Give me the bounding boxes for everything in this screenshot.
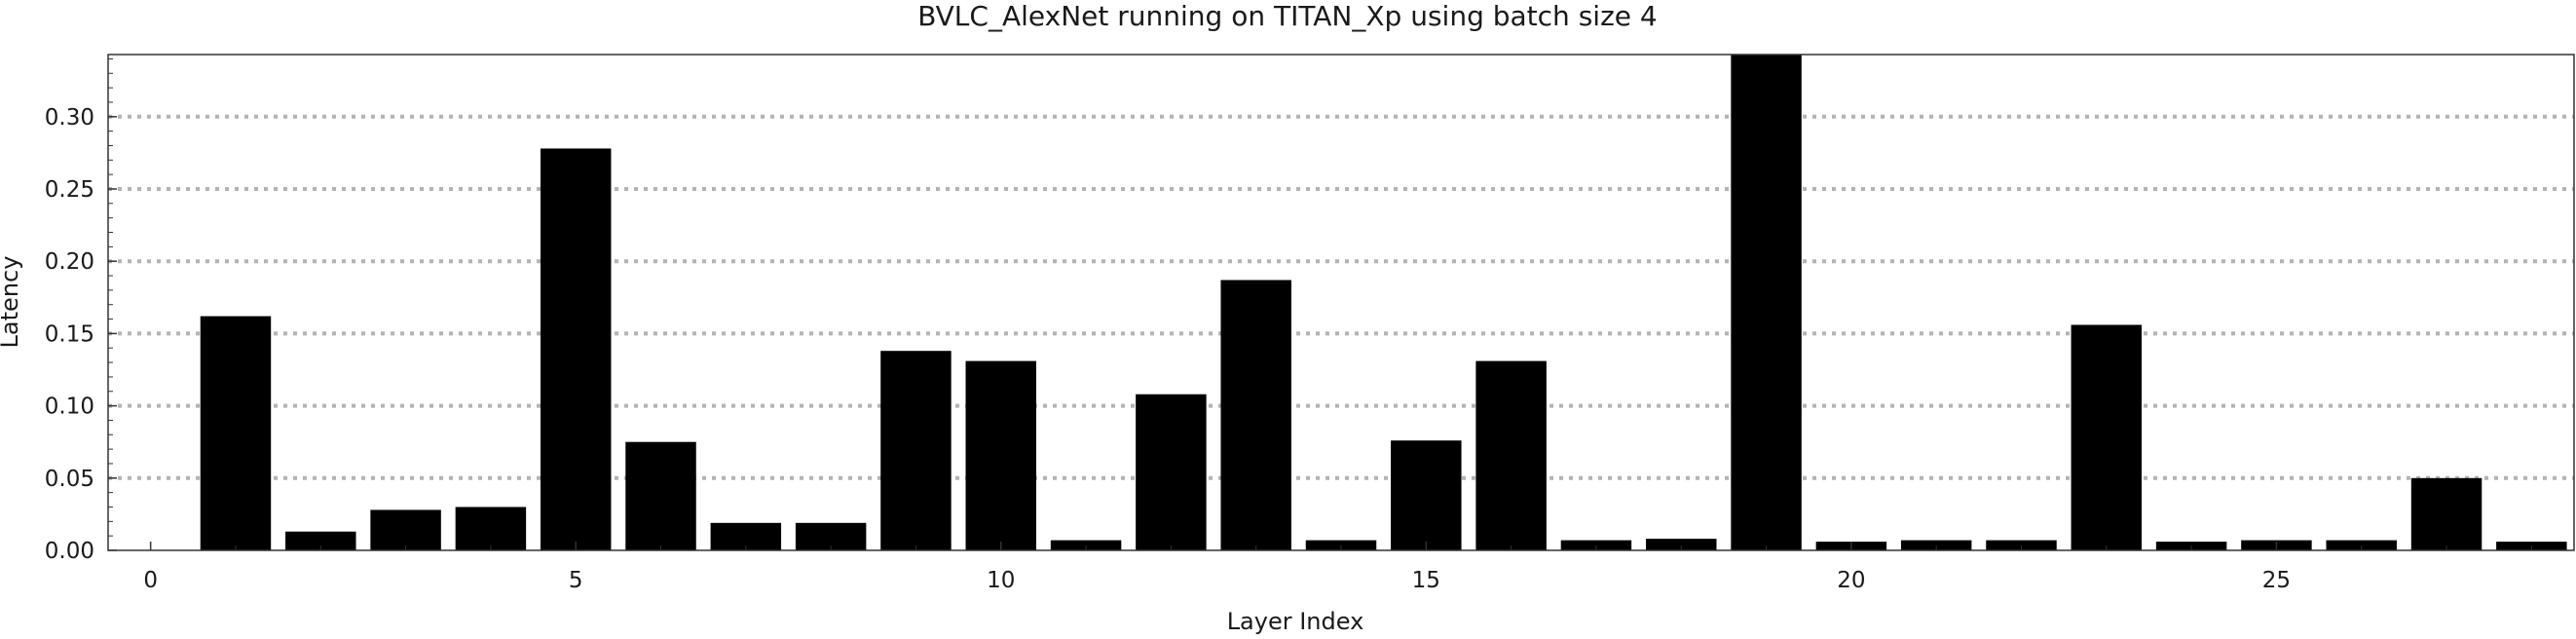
x-axis: 0 5 10 15 20 25	[143, 542, 2532, 593]
bar	[285, 531, 356, 550]
bar	[540, 148, 612, 550]
gridlines	[108, 114, 2574, 480]
bar	[965, 360, 1036, 550]
bar	[1050, 540, 1122, 550]
bar	[1305, 540, 1377, 550]
bar	[625, 441, 696, 550]
bar	[880, 351, 952, 550]
x-tick-label: 10	[987, 568, 1015, 593]
bar	[2326, 540, 2397, 550]
x-tick-label: 25	[2262, 568, 2291, 593]
x-tick-label: 0	[143, 568, 158, 593]
bar	[370, 509, 441, 550]
y-tick-label: 0.00	[45, 539, 94, 564]
x-tick-label: 15	[1412, 568, 1440, 593]
y-tick-label: 0.15	[45, 321, 94, 347]
bar	[1391, 440, 1462, 550]
x-tick-label: 20	[1837, 568, 1865, 593]
bar	[1986, 540, 2057, 550]
bars	[200, 55, 2567, 550]
y-tick-label: 0.10	[45, 395, 94, 420]
bar	[1560, 540, 1632, 550]
bar	[200, 316, 272, 550]
bar	[2071, 324, 2143, 550]
plot-frame	[107, 54, 2575, 551]
bar	[1220, 280, 1291, 550]
bar	[1900, 540, 1972, 550]
x-axis-label: Layer Index	[1227, 608, 1364, 635]
y-tick-label: 0.30	[45, 105, 94, 131]
bar	[1475, 360, 1547, 550]
y-tick-label: 0.25	[45, 177, 94, 203]
bar	[455, 507, 527, 550]
bar	[1136, 394, 1207, 550]
y-axis: 0.00 0.05 0.10 0.15 0.20 0.25 0.30	[45, 57, 117, 564]
bar	[1646, 539, 1717, 550]
bar	[2410, 477, 2483, 550]
bar	[1731, 55, 1802, 550]
chart-title: BVLC_AlexNet running on TITAN_Xp using b…	[917, 0, 1657, 32]
y-axis-label: Latency	[0, 256, 23, 349]
x-tick-label: 5	[569, 568, 583, 593]
y-tick-label: 0.20	[45, 249, 94, 275]
y-tick-label: 0.05	[45, 467, 94, 492]
